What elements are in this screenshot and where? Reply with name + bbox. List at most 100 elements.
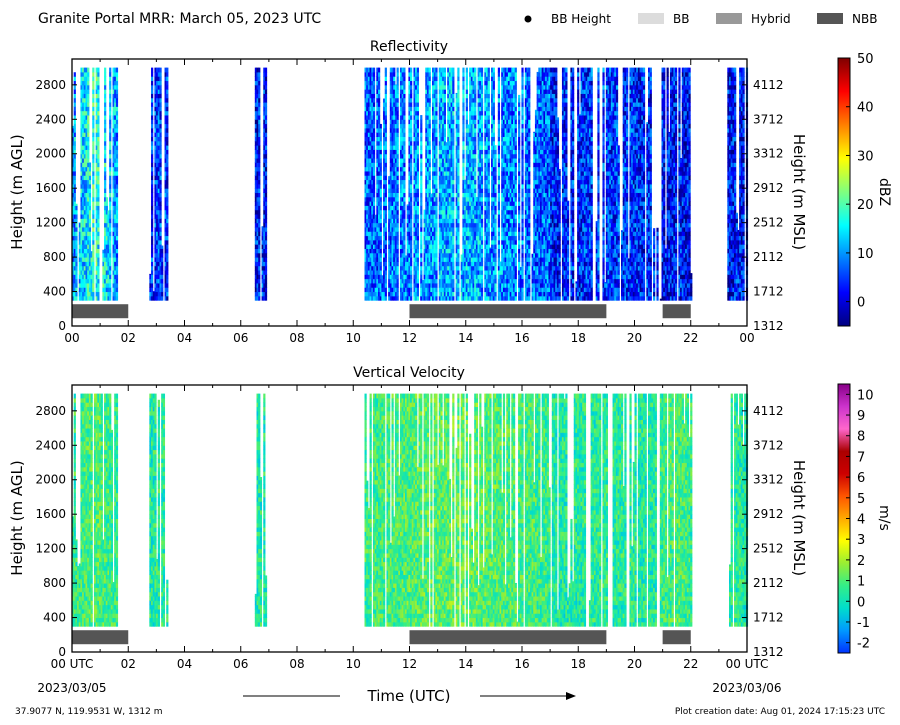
heatmap-cell — [389, 110, 392, 116]
heatmap-cell — [263, 239, 266, 245]
heatmap-cell — [428, 93, 431, 99]
heatmap-cell — [85, 97, 88, 103]
heatmap-cell — [464, 222, 467, 228]
heatmap-cell — [263, 162, 266, 168]
heatmap-cell — [406, 252, 409, 258]
heatmap-cell — [472, 140, 475, 146]
heatmap-cell — [428, 196, 431, 202]
heatmap-cell — [78, 226, 81, 232]
heatmap-cell — [105, 274, 108, 280]
heatmap-cell — [472, 127, 475, 133]
heatmap-cell — [403, 248, 406, 254]
heatmap-cell — [254, 282, 257, 288]
heatmap-cell — [73, 106, 76, 112]
heatmap-cell — [374, 222, 377, 228]
heatmap-cell — [389, 170, 392, 176]
heatmap-cell — [410, 179, 413, 185]
heatmap-cell — [366, 67, 369, 73]
heatmap-cell — [366, 261, 369, 267]
heatmap-cell — [109, 136, 112, 142]
heatmap-cell — [109, 132, 112, 138]
heatmap-cell — [415, 248, 418, 254]
heatmap-cell — [494, 192, 497, 198]
heatmap-cell — [480, 209, 484, 215]
heatmap-cell — [480, 136, 484, 142]
heatmap-cell — [487, 175, 490, 181]
heatmap-cell — [425, 222, 428, 228]
heatmap-cell — [433, 239, 436, 245]
heatmap-cell — [156, 110, 159, 116]
heatmap-cell — [157, 196, 160, 202]
heatmap-cell — [152, 295, 155, 301]
heatmap-cell — [393, 76, 396, 82]
heatmap-cell — [477, 244, 480, 249]
heatmap-cell — [472, 214, 475, 219]
heatmap-cell — [115, 282, 119, 288]
heatmap-cell — [156, 239, 159, 245]
heatmap-cell — [472, 84, 475, 90]
heatmap-cell — [159, 114, 162, 120]
heatmap-cell — [465, 244, 468, 249]
heatmap-cell — [166, 67, 169, 73]
heatmap-cell — [376, 67, 379, 73]
heatmap-cell — [72, 145, 75, 150]
heatmap-cell — [433, 84, 436, 90]
heatmap-cell — [73, 158, 76, 163]
heatmap-cell — [484, 291, 487, 297]
heatmap-cell — [430, 218, 433, 224]
heatmap-cell — [396, 239, 399, 245]
heatmap-cell — [112, 136, 115, 142]
heatmap-cell — [448, 136, 452, 142]
heatmap-cell — [443, 170, 446, 176]
heatmap-cell — [379, 196, 382, 202]
heatmap-cell — [415, 127, 418, 133]
heatmap-cell — [376, 201, 379, 206]
heatmap-cell — [85, 149, 88, 155]
heatmap-cell — [82, 175, 85, 181]
heatmap-cell — [372, 257, 376, 262]
heatmap-cell — [416, 162, 419, 168]
heatmap-cell — [477, 270, 480, 275]
heatmap-cell — [399, 201, 403, 206]
heatmap-cell — [87, 110, 90, 116]
heatmap-cell — [394, 119, 398, 125]
heatmap-cell — [403, 67, 406, 73]
heatmap-cell — [264, 274, 268, 280]
heatmap-cell — [487, 89, 490, 94]
heatmap-cell — [462, 162, 465, 168]
heatmap-cell — [372, 162, 376, 168]
heatmap-cell — [154, 158, 157, 163]
heatmap-cell — [406, 274, 409, 280]
heatmap-cell — [467, 183, 470, 189]
heatmap-cell — [88, 175, 92, 181]
heatmap-cell — [369, 114, 372, 120]
heatmap-cell — [388, 192, 391, 198]
heatmap-cell — [156, 149, 159, 155]
heatmap-cell — [440, 282, 443, 288]
heatmap-cell — [112, 149, 115, 155]
heatmap-cell — [416, 261, 419, 267]
heatmap-cell — [393, 235, 396, 241]
heatmap-cell — [494, 291, 497, 297]
heatmap-cell — [477, 282, 480, 288]
heatmap-cell — [420, 295, 423, 301]
heatmap-cell — [371, 226, 374, 232]
heatmap-cell — [72, 291, 75, 297]
heatmap-cell — [472, 222, 475, 228]
heatmap-cell — [426, 261, 430, 267]
heatmap-cell — [263, 192, 266, 198]
legend-hybrid-swatch — [716, 13, 742, 24]
heatmap-cell — [105, 209, 108, 215]
heatmap-cell — [408, 291, 411, 297]
heatmap-cell — [448, 102, 452, 107]
heatmap-cell — [112, 244, 115, 249]
heatmap-cell — [408, 110, 411, 116]
heatmap-cell — [401, 80, 404, 86]
heatmap-cell — [457, 261, 460, 267]
heatmap-cell — [487, 114, 490, 120]
heatmap-cell — [416, 158, 419, 163]
heatmap-cell — [408, 179, 411, 185]
heatmap-cell — [374, 248, 377, 254]
heatmap-cell — [384, 201, 387, 206]
heatmap-cell — [383, 274, 386, 280]
